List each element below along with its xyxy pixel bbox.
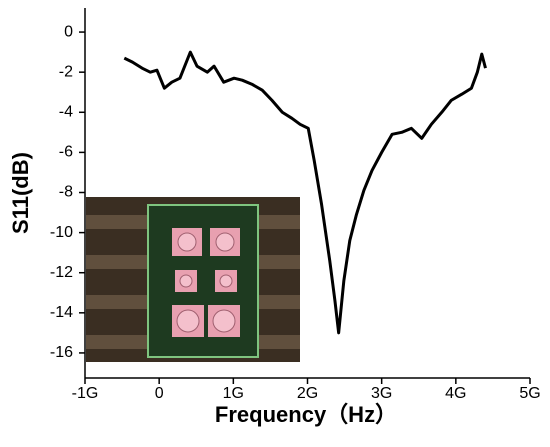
x-tick-label: 1G	[223, 385, 244, 402]
y-tick-label: -6	[59, 144, 73, 161]
x-tick-label: 2G	[297, 385, 318, 402]
inset-photo	[86, 197, 300, 362]
y-tick-label: -8	[59, 184, 73, 201]
y-tick-label: 0	[64, 23, 73, 40]
y-tick-label: -4	[59, 104, 73, 121]
x-tick-label: 3G	[371, 385, 392, 402]
x-tick-label: -1G	[72, 385, 99, 402]
y-tick-label: -16	[50, 344, 73, 361]
x-tick-label: 0	[155, 385, 164, 402]
x-tick-label: 5G	[519, 385, 540, 402]
x-axis-title: Frequency（Hz）	[215, 402, 397, 427]
x-tick-label: 4G	[445, 385, 466, 402]
y-tick-label: -14	[50, 304, 73, 321]
y-tick-label: -12	[50, 264, 73, 281]
y-tick-label: -2	[59, 63, 73, 80]
data-line	[123, 50, 487, 335]
y-axis-title: S11(dB)	[8, 152, 33, 234]
y-tick-label: -10	[50, 224, 73, 241]
